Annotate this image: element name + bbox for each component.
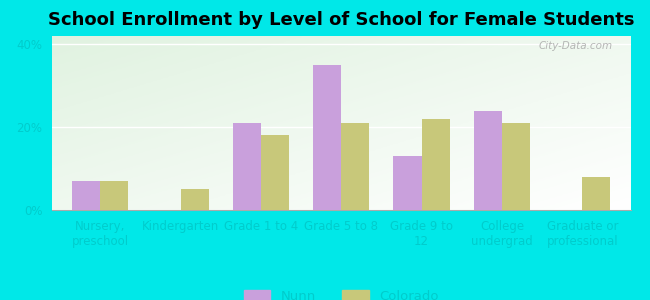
Bar [233, 123, 261, 210]
Bar [502, 123, 530, 210]
Bar [261, 135, 289, 210]
Bar [582, 177, 610, 210]
Legend: Nunn, Colorado: Nunn, Colorado [239, 284, 444, 300]
Bar [313, 65, 341, 210]
Title: School Enrollment by Level of School for Female Students: School Enrollment by Level of School for… [48, 11, 634, 29]
Text: City-Data.com: City-Data.com [539, 41, 613, 51]
Bar [341, 123, 369, 210]
Bar [474, 111, 502, 210]
Bar [393, 156, 422, 210]
Bar [100, 181, 128, 210]
Bar [72, 181, 100, 210]
Bar [181, 189, 209, 210]
Bar [422, 119, 450, 210]
